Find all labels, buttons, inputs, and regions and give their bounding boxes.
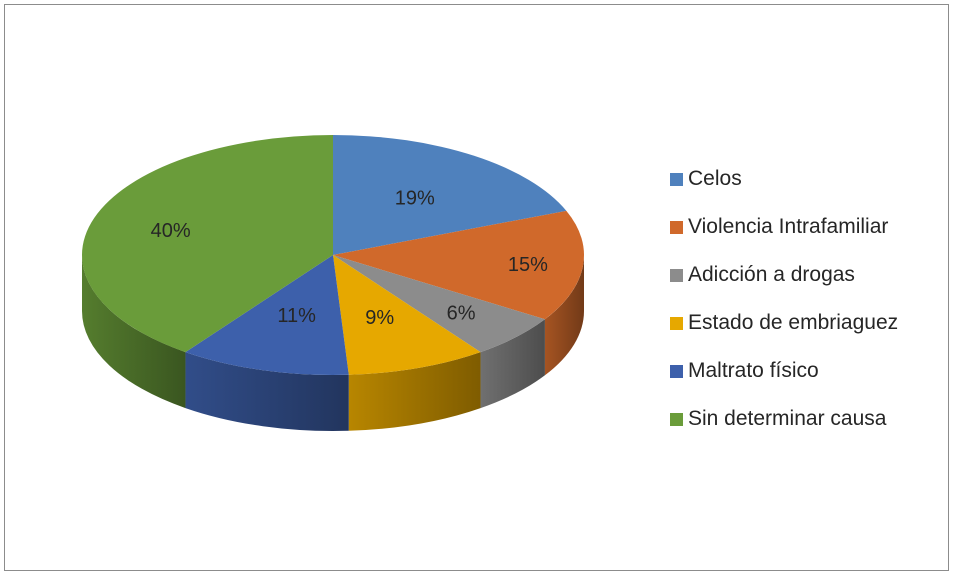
pie-slice-1 [333,210,585,320]
legend-item: Celos [670,155,945,203]
data-label-3: 9% [365,307,394,329]
legend-label: Estado de embriaguez [688,311,899,334]
pie-slice-2 [333,255,545,353]
legend-swatch [670,364,683,378]
legend-item: Violencia Intrafamiliar [670,203,945,251]
pie-slice-0 [333,135,567,255]
pie-side-1 [544,255,584,376]
pie-side-walls [82,255,584,431]
legend-item: Adicción a drogas [670,251,945,299]
pie-side-2 [480,319,545,409]
legend-label: Adicción a drogas [688,263,855,286]
data-label-5: 40% [151,220,191,242]
legend-label: Maltrato físico [688,359,819,382]
pie-top [81,135,585,376]
legend-swatch [670,220,683,234]
data-label-2: 6% [447,303,476,325]
legend-swatch [670,172,683,186]
pie-slice-5 [81,135,333,353]
data-label-4: 11% [277,305,316,327]
pie-side-5 [82,255,186,409]
legend-swatch [670,268,683,282]
legend-label: Violencia Intrafamiliar [688,215,889,238]
legend-item: Estado de embriaguez [670,299,945,347]
data-label-0: 19% [395,187,435,209]
pie-side-4 [185,352,349,431]
legend-swatch [670,316,683,330]
legend-swatch [670,412,683,426]
data-labels: 19% 15% 6% 9% 11% 40% [151,187,548,329]
legend: Celos Violencia Intrafamiliar Adicción a d… [670,155,945,443]
legend-item: Sin determinar causa [670,395,945,443]
pie-slice-4 [185,255,349,376]
legend-label: Sin determinar causa [688,407,887,430]
data-label-1: 15% [508,254,548,276]
legend-item: Maltrato físico [670,347,945,395]
pie-slice-3 [333,255,481,375]
pie-side-3 [348,352,481,431]
legend-label: Celos [688,167,742,190]
